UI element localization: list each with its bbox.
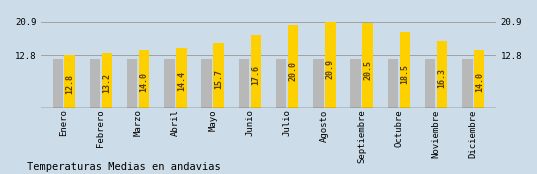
Text: 15.7: 15.7 bbox=[214, 69, 223, 89]
Bar bbox=[474, 50, 484, 108]
Bar bbox=[388, 59, 398, 108]
Bar bbox=[462, 59, 473, 108]
Text: Temperaturas Medias en andavias: Temperaturas Medias en andavias bbox=[27, 162, 221, 172]
Bar bbox=[127, 59, 137, 108]
Text: 20.0: 20.0 bbox=[288, 61, 297, 81]
Bar bbox=[288, 25, 298, 108]
Bar bbox=[351, 59, 361, 108]
Text: 14.0: 14.0 bbox=[140, 72, 149, 92]
Text: 12.8: 12.8 bbox=[65, 74, 74, 94]
Text: 17.6: 17.6 bbox=[251, 65, 260, 85]
Text: 14.0: 14.0 bbox=[475, 72, 484, 92]
Text: 20.5: 20.5 bbox=[363, 60, 372, 80]
Bar bbox=[139, 50, 149, 108]
Text: 20.9: 20.9 bbox=[326, 59, 335, 79]
Bar bbox=[362, 23, 373, 108]
Bar bbox=[101, 53, 112, 108]
Bar bbox=[239, 59, 249, 108]
Text: 14.4: 14.4 bbox=[177, 71, 186, 91]
Bar bbox=[213, 43, 224, 108]
Bar bbox=[53, 59, 63, 108]
Bar bbox=[251, 35, 261, 108]
Bar bbox=[425, 59, 436, 108]
Bar bbox=[325, 22, 336, 108]
Text: 16.3: 16.3 bbox=[438, 68, 447, 88]
Bar bbox=[201, 59, 212, 108]
Text: 18.5: 18.5 bbox=[400, 64, 409, 84]
Bar bbox=[64, 55, 75, 108]
Bar bbox=[437, 41, 447, 108]
Bar bbox=[313, 59, 324, 108]
Bar bbox=[176, 48, 186, 108]
Bar bbox=[400, 31, 410, 108]
Bar bbox=[90, 59, 100, 108]
Bar bbox=[164, 59, 175, 108]
Bar bbox=[276, 59, 286, 108]
Text: 13.2: 13.2 bbox=[103, 73, 111, 93]
